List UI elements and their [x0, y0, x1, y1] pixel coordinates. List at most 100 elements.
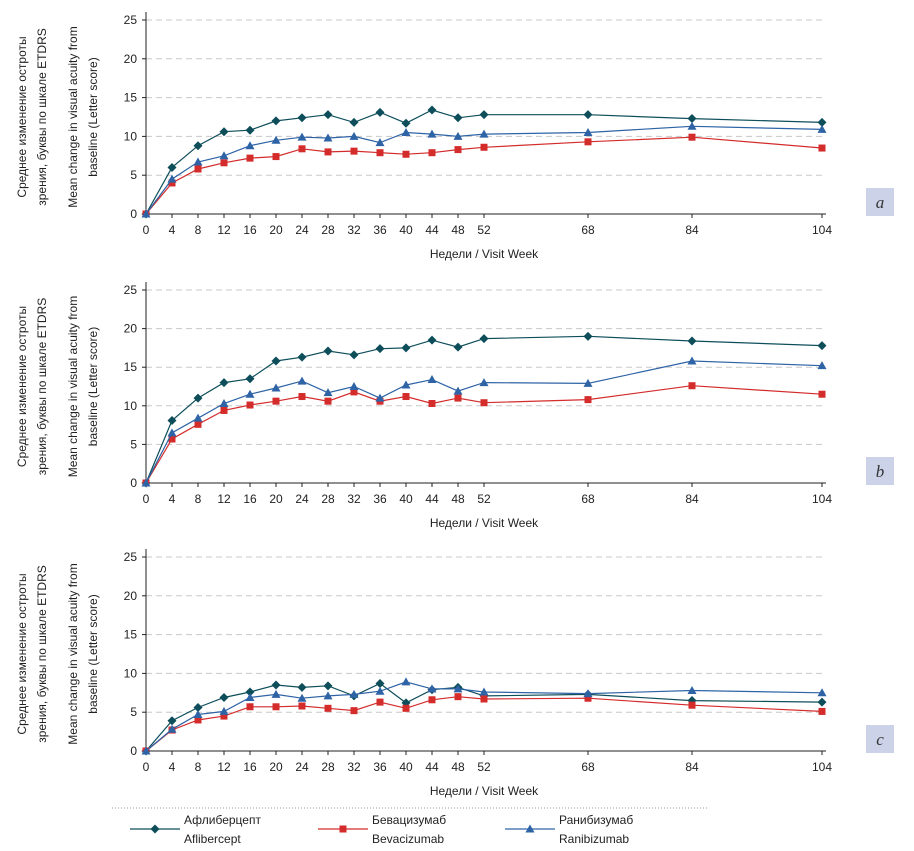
- y-tick-label: 5: [130, 437, 137, 451]
- legend-label-en: Ranibizumab: [559, 832, 629, 846]
- data-point: [297, 352, 307, 362]
- data-point: [427, 375, 437, 384]
- panel-tag-bg: [866, 457, 894, 485]
- panel-tag-label: a: [876, 193, 885, 212]
- legend-label-en: Aflibercept: [184, 832, 241, 846]
- legend-label-ru: Афлиберцепт: [184, 813, 261, 827]
- y-axis-title: baseline (Letter score): [86, 327, 100, 446]
- data-point: [375, 393, 385, 402]
- series-aflibercept: [141, 105, 827, 219]
- data-point: [220, 712, 228, 720]
- panel-tag: a: [866, 188, 894, 216]
- x-tick-label: 52: [477, 760, 491, 774]
- data-point: [375, 107, 385, 117]
- data-point: [323, 110, 333, 120]
- data-point: [323, 681, 333, 691]
- data-point: [817, 124, 827, 133]
- data-point: [402, 393, 410, 401]
- data-point: [427, 129, 437, 138]
- y-axis-title: Mean change in visual acuity from: [66, 26, 80, 207]
- x-tick-label: 8: [195, 223, 202, 237]
- series-bevacizumab: [142, 133, 826, 218]
- data-point: [401, 380, 411, 389]
- data-point: [271, 680, 281, 690]
- x-tick-label: 32: [347, 492, 361, 506]
- data-point: [298, 702, 306, 710]
- data-point: [453, 386, 463, 395]
- legend-marker: [339, 825, 347, 833]
- data-point: [583, 331, 593, 341]
- data-point: [167, 174, 177, 183]
- data-point: [817, 688, 827, 697]
- data-point: [324, 704, 332, 712]
- data-point: [454, 394, 462, 402]
- x-tick-label: 104: [812, 223, 832, 237]
- series-ranibizumab: [141, 121, 827, 218]
- data-point: [323, 691, 333, 700]
- x-tick-label: 16: [243, 223, 257, 237]
- y-axis-title: Mean change in visual acuity from: [66, 563, 80, 744]
- series-ranibizumab: [141, 677, 827, 755]
- data-point: [479, 129, 489, 138]
- x-tick-label: 24: [295, 223, 309, 237]
- data-point: [194, 420, 202, 428]
- y-axis-title: baseline (Letter score): [86, 594, 100, 713]
- x-tick-label: 24: [295, 760, 309, 774]
- x-tick-label: 68: [581, 492, 595, 506]
- x-tick-label: 12: [217, 492, 231, 506]
- data-point: [401, 128, 411, 137]
- data-point: [428, 696, 436, 704]
- data-point: [817, 697, 827, 707]
- data-point: [193, 413, 203, 422]
- data-point: [167, 724, 177, 733]
- data-point: [193, 710, 203, 719]
- series-line: [145, 109, 823, 215]
- y-axis-title: Среднее изменение остроты: [15, 306, 29, 467]
- data-point: [297, 682, 307, 692]
- x-tick-label: 40: [399, 223, 413, 237]
- legend-item-ranibizumab: Ранибизумаб Ranibizumab: [505, 813, 633, 846]
- data-point: [583, 689, 593, 698]
- legend-item-bevacizumab: Бевацизумаб Bevacizumab: [318, 813, 446, 846]
- data-point: [817, 361, 827, 370]
- x-axis-title: Недели / Visit Week: [430, 247, 539, 261]
- legend: Афлиберцепт Aflibercept Бевацизумаб Bevaciz…: [130, 813, 633, 846]
- y-tick-label: 25: [124, 550, 138, 564]
- panel-tag-bg: [866, 725, 894, 753]
- data-point: [401, 343, 411, 353]
- legend-label-en: Bevacizumab: [372, 832, 444, 846]
- x-tick-label: 44: [425, 760, 439, 774]
- x-tick-label: 40: [399, 760, 413, 774]
- x-tick-label: 44: [425, 223, 439, 237]
- y-tick-label: 5: [130, 168, 137, 182]
- data-point: [141, 746, 151, 755]
- x-tick-label: 84: [685, 492, 699, 506]
- data-point: [376, 149, 384, 157]
- data-point: [349, 350, 359, 360]
- x-tick-label: 4: [169, 760, 176, 774]
- y-tick-label: 20: [124, 322, 138, 336]
- x-tick-label: 52: [477, 492, 491, 506]
- data-point: [818, 144, 826, 152]
- data-point: [584, 138, 592, 146]
- data-point: [453, 113, 463, 123]
- y-axis-title: Среднее изменение остроты: [15, 36, 29, 197]
- x-tick-label: 40: [399, 492, 413, 506]
- x-tick-label: 12: [217, 760, 231, 774]
- x-tick-label: 36: [373, 223, 387, 237]
- data-point: [350, 147, 358, 155]
- y-axis-title: baseline (Letter score): [86, 57, 100, 176]
- x-tick-label: 68: [581, 223, 595, 237]
- y-tick-label: 20: [124, 52, 138, 66]
- y-tick-label: 10: [124, 666, 138, 680]
- panel-tag: b: [866, 457, 894, 485]
- data-point: [245, 374, 255, 384]
- data-point: [271, 689, 281, 698]
- data-point: [297, 376, 307, 385]
- y-axis-title: Среднее изменение остроты: [15, 573, 29, 734]
- x-tick-label: 84: [685, 760, 699, 774]
- data-point: [688, 382, 696, 390]
